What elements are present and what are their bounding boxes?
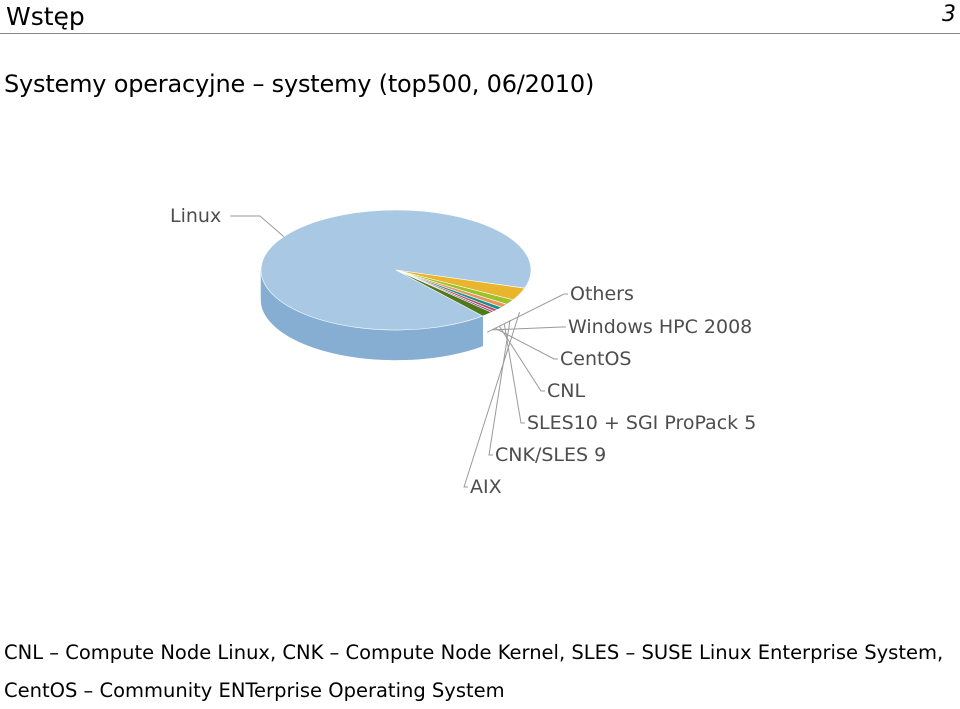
leader-line-centos (495, 328, 558, 360)
slice-label-cnl: CNL (547, 380, 585, 402)
os-pie-chart: Linux AIX CNK/SLES 9 SLES10 + SGI ProPack 5… (170, 205, 756, 498)
leader-line-aix (463, 311, 521, 488)
footnote-line-2: CentOS – Community ENTerprise Operating … (4, 679, 505, 702)
header-divider (0, 33, 960, 34)
slide-title: Systemy operacyjne – systemy (top500, 06… (4, 70, 595, 98)
leader-line-cnk-sles-9 (488, 320, 511, 456)
footnote-line-1: CNL – Compute Node Linux, CNK – Compute … (4, 641, 944, 664)
pie-slice-others (395, 269, 493, 317)
slice-label-cnk-sles-9: CNK/SLES 9 (495, 444, 606, 466)
leader-line-linux (230, 215, 285, 238)
slide-header: Wstęp 3 (0, 0, 960, 36)
leader-line-cnl (499, 326, 545, 392)
header-title: Wstęp (6, 2, 85, 31)
leader-line-windows-hpc-2008 (492, 326, 566, 331)
page-number: 3 (942, 2, 956, 27)
leader-line-others (487, 293, 568, 333)
slice-label-sles10-sgi-propack-5: SLES10 + SGI ProPack 5 (527, 412, 756, 434)
leader-line-sles10-sgi-propack-5 (503, 323, 525, 424)
slice-label-others: Others (570, 283, 634, 305)
slice-label-linux: Linux (170, 205, 221, 227)
slice-label-windows-hpc-2008: Windows HPC 2008 (568, 316, 752, 338)
slice-label-aix: AIX (470, 476, 502, 498)
slice-label-centos: CentOS (560, 348, 631, 370)
